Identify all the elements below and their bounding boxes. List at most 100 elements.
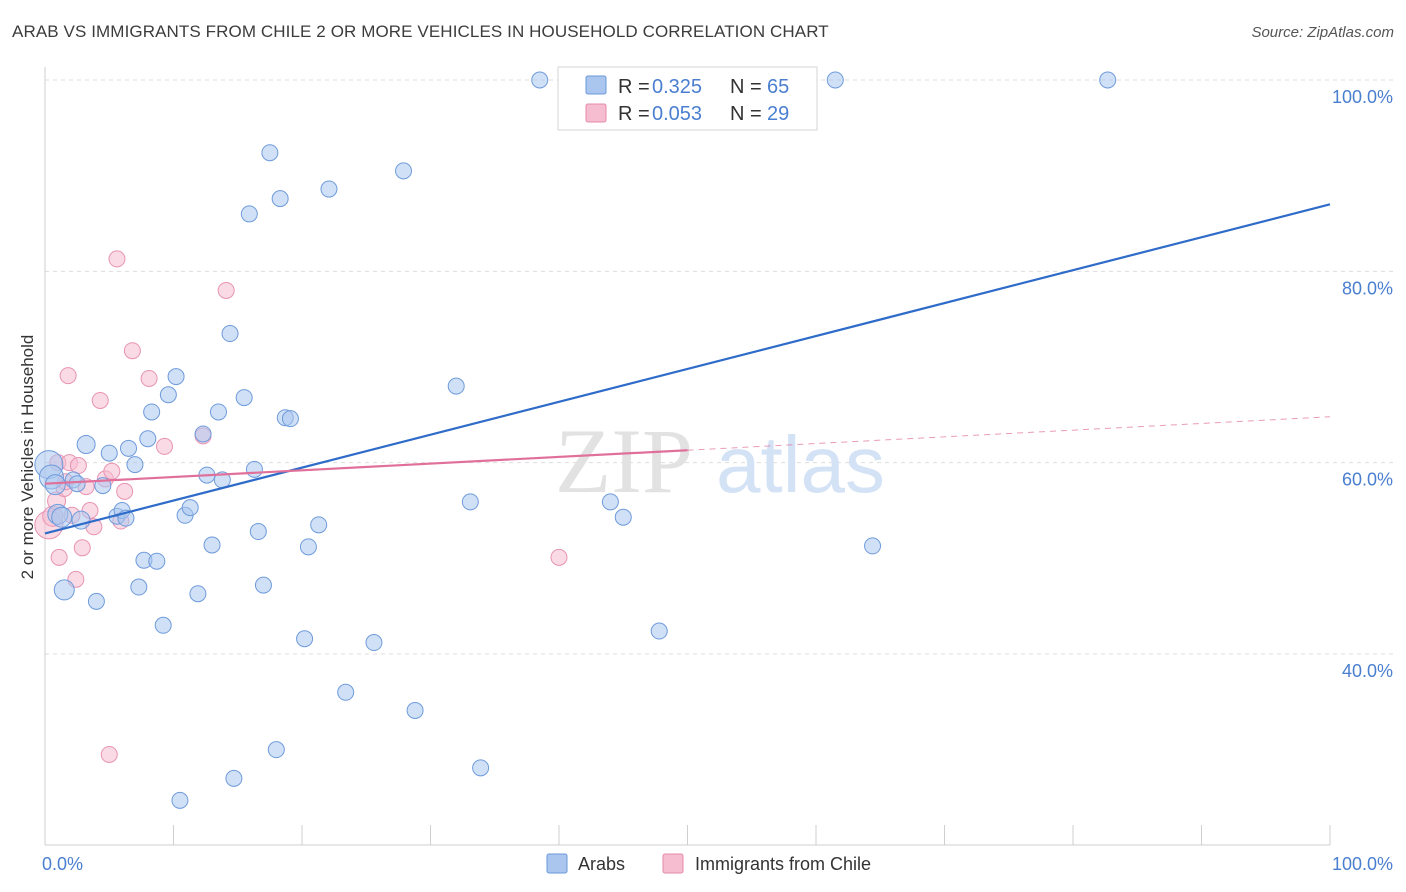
- arabs-point: [826, 71, 844, 89]
- bottom-legend-label-arabs: Arabs: [578, 854, 625, 874]
- legend-r-value-chile: 0.053: [652, 103, 702, 125]
- legend-r-value-arabs: 0.325: [652, 76, 702, 98]
- arabs-trend-line: [44, 203, 1331, 535]
- chile-point: [123, 342, 141, 360]
- legend-r-label-chile: R =: [618, 103, 650, 125]
- chart-source: Source: ZipAtlas.com: [1251, 24, 1394, 41]
- watermark-atlas: atlas: [716, 420, 885, 509]
- arabs-point: [148, 552, 166, 570]
- arabs-point: [406, 701, 424, 719]
- arabs-point: [126, 456, 144, 474]
- y-tick-label: 60.0%: [1342, 470, 1393, 490]
- arabs-point: [281, 410, 299, 428]
- chart-title: ARAB VS IMMIGRANTS FROM CHILE 2 OR MORE …: [12, 22, 829, 41]
- arabs-point: [203, 536, 221, 554]
- arabs-point: [130, 578, 148, 596]
- chile-point: [116, 482, 134, 500]
- arabs-point: [267, 741, 285, 759]
- arabs-point: [320, 180, 338, 198]
- arabs-point: [181, 499, 199, 517]
- chile-point: [156, 437, 174, 455]
- y-tick-label: 100.0%: [1332, 87, 1393, 107]
- arabs-point: [143, 403, 161, 421]
- arabs-point: [100, 444, 118, 462]
- arabs-point: [171, 791, 189, 809]
- bottom-legend-label-chile: Immigrants from Chile: [695, 854, 871, 874]
- series-arabs-points: [34, 71, 1117, 809]
- chile-point: [100, 745, 118, 763]
- arabs-point: [472, 759, 490, 777]
- arabs-point: [167, 368, 185, 386]
- chile-trend-line: [44, 449, 688, 485]
- arabs-point: [68, 475, 86, 493]
- arabs-point: [1099, 71, 1117, 89]
- legend-n-value-chile: 29: [767, 103, 789, 125]
- legend-n-label-chile: N =: [730, 103, 762, 125]
- arabs-point: [461, 493, 479, 511]
- arabs-point: [139, 430, 157, 448]
- arabs-point: [395, 162, 413, 180]
- chile-point: [103, 462, 121, 480]
- arabs-point: [296, 630, 314, 648]
- chile-trend-line-extension: [687, 416, 1331, 451]
- arabs-point: [53, 579, 75, 601]
- arabs-point: [245, 460, 263, 478]
- arabs-point: [154, 616, 172, 634]
- arabs-point: [189, 585, 207, 603]
- watermark: ZIP atlas: [555, 410, 885, 512]
- trend-lines: [44, 203, 1331, 535]
- arabs-point: [235, 389, 253, 407]
- arabs-point: [650, 622, 668, 640]
- grid-lines: [45, 79, 1395, 655]
- arabs-point: [299, 538, 317, 556]
- arabs-point: [864, 537, 882, 555]
- arabs-point: [120, 439, 138, 457]
- arabs-point: [225, 769, 243, 787]
- arabs-point: [271, 190, 289, 208]
- arabs-point: [310, 516, 328, 534]
- arabs-point: [159, 386, 177, 404]
- x-tick-labels: 0.0% 100.0%: [42, 854, 1393, 874]
- arabs-point: [44, 474, 66, 496]
- watermark-zip: ZIP: [555, 410, 693, 512]
- chile-point: [73, 539, 91, 557]
- legend-r-label-arabs: R =: [618, 76, 650, 98]
- arabs-point: [365, 634, 383, 652]
- chile-point: [50, 548, 68, 566]
- y-tick-labels: 40.0% 60.0% 80.0% 100.0%: [1332, 87, 1393, 681]
- chile-point: [69, 457, 87, 475]
- x-tick-label: 0.0%: [42, 854, 83, 874]
- arabs-point: [221, 325, 239, 343]
- arabs-point: [194, 425, 212, 443]
- arabs-point: [447, 377, 465, 395]
- arabs-point: [261, 144, 279, 162]
- arabs-point: [240, 205, 258, 223]
- arabs-point: [601, 493, 619, 511]
- arabs-point: [51, 506, 73, 528]
- chile-point: [108, 250, 126, 268]
- legend-n-value-arabs: 65: [767, 76, 789, 98]
- legend-swatch-arabs: [585, 75, 607, 95]
- legend-n-label-arabs: N =: [730, 76, 762, 98]
- arabs-point: [531, 71, 549, 89]
- y-tick-label: 80.0%: [1342, 278, 1393, 298]
- bottom-legend-swatch-arabs: [546, 853, 568, 874]
- arabs-point: [87, 592, 105, 610]
- arabs-point: [209, 403, 227, 421]
- chile-point: [91, 391, 109, 409]
- legend-stats: R = 0.325 N = 65 R = 0.053 N = 29: [557, 66, 818, 131]
- arabs-point: [337, 683, 355, 701]
- arabs-point: [614, 508, 632, 526]
- chile-point: [59, 367, 77, 385]
- chile-point: [140, 369, 158, 387]
- chile-point: [217, 281, 235, 299]
- bottom-legend-swatch-chile: [662, 853, 684, 874]
- legend-swatch-chile: [585, 103, 607, 123]
- x-tick-label: 100.0%: [1332, 854, 1393, 874]
- arabs-point: [249, 523, 267, 541]
- arabs-point: [254, 576, 272, 594]
- arabs-point: [76, 434, 96, 454]
- series-legend: Arabs Immigrants from Chile: [546, 853, 871, 874]
- y-axis-label: 2 or more Vehicles in Household: [18, 335, 37, 580]
